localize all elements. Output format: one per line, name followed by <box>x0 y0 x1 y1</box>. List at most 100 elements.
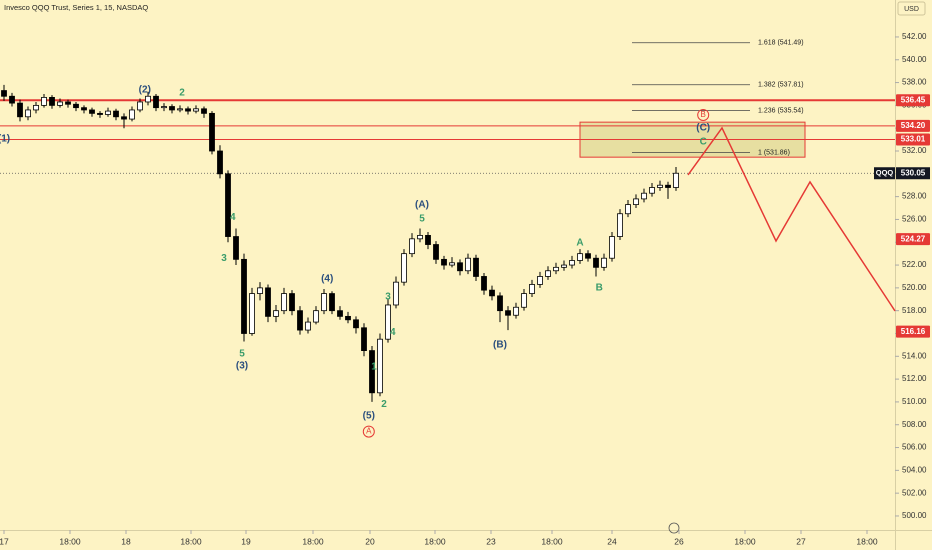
x-tick-label: 17 <box>0 536 9 546</box>
wave-label: 2 <box>179 87 185 98</box>
candle-body <box>369 350 375 394</box>
candle-body <box>425 235 431 245</box>
candle-body <box>649 187 655 194</box>
candle-body <box>505 310 511 316</box>
fib-label: 1 (531.86) <box>758 149 790 156</box>
price-tag-label: 516.16 <box>901 327 926 336</box>
y-tick-label: 526.00 <box>902 215 927 224</box>
candle-body <box>545 270 551 277</box>
candle-body <box>257 287 263 294</box>
price-tag <box>896 233 930 246</box>
currency-box[interactable] <box>897 1 926 16</box>
y-tick-label: 518.00 <box>902 306 927 315</box>
x-tick-label: 18:00 <box>424 536 446 546</box>
candle-body <box>481 276 487 291</box>
y-tick-label: 542.00 <box>902 32 927 41</box>
candle-body <box>233 236 239 260</box>
x-tick-label: 24 <box>607 536 617 546</box>
candle-body <box>225 173 231 237</box>
last-price-tag <box>896 167 930 180</box>
x-tick-label: 26 <box>674 536 684 546</box>
x-tick-label: 18:00 <box>302 536 324 546</box>
price-tag-label: 534.20 <box>901 121 926 130</box>
wave-label: 3 <box>221 253 227 264</box>
candle-body <box>449 262 455 266</box>
candle-body <box>377 338 383 394</box>
candle-body <box>1 90 7 97</box>
candle-body <box>673 172 679 188</box>
wave-label: (5) <box>363 411 375 422</box>
price-tag-label: 524.27 <box>901 234 926 243</box>
candle-body <box>169 106 175 111</box>
chart-title: Invesco QQQ Trust, Series 1, 15, NASDAQ <box>4 3 148 12</box>
candle-body <box>617 213 623 237</box>
wave-label: C <box>700 137 707 148</box>
candle-body <box>89 109 95 114</box>
candle-body <box>385 304 391 340</box>
candle-body <box>329 293 335 312</box>
wave-label: 4 <box>230 212 236 223</box>
y-tick-label: 532.00 <box>902 146 927 155</box>
y-tick-label: 506.00 <box>902 443 927 452</box>
candle-body <box>25 109 31 118</box>
y-tick-label: 538.00 <box>902 78 927 87</box>
wave-label: (2) <box>139 85 151 96</box>
candle-body <box>537 276 543 285</box>
candle-body <box>137 101 143 111</box>
candle-body <box>465 257 471 272</box>
last-price-label: 530.05 <box>901 168 926 177</box>
candle-body <box>65 101 71 105</box>
wave-label: (4) <box>321 273 333 284</box>
candle-body <box>57 101 63 106</box>
projection-path <box>687 126 896 312</box>
candle-body <box>81 107 87 111</box>
currency: USD <box>904 6 919 13</box>
annotation-circle <box>362 425 375 438</box>
candle-body <box>345 315 351 321</box>
x-tick-label: 19 <box>241 536 251 546</box>
event-icon[interactable] <box>668 522 680 534</box>
fib-label: 1.618 (541.49) <box>758 40 804 47</box>
candle-body <box>17 102 23 118</box>
wave-label: A <box>576 238 583 249</box>
candle-body <box>401 253 407 283</box>
candle-body <box>97 112 103 115</box>
annotation-circle <box>697 108 710 121</box>
x-tick-label: 20 <box>365 536 375 546</box>
candle-body <box>193 108 199 112</box>
candle-body <box>313 310 319 323</box>
y-tick-label: 510.00 <box>902 397 927 406</box>
y-tick-label: 514.00 <box>902 351 927 360</box>
wave-label: 2 <box>381 399 387 410</box>
candle-body <box>625 204 631 215</box>
candle-body <box>633 198 639 206</box>
candle-body <box>129 109 135 120</box>
candle-body <box>577 253 583 261</box>
candle-body <box>457 262 463 272</box>
candle-body <box>433 244 439 260</box>
candle-body <box>441 258 447 266</box>
candle-body <box>113 110 119 118</box>
candle-body <box>321 293 327 312</box>
candle-body <box>497 295 503 312</box>
candle-body <box>553 266 559 272</box>
candle-body <box>289 293 295 312</box>
candle-body <box>609 236 615 259</box>
candle-body <box>513 306 519 316</box>
candle-body <box>393 281 399 306</box>
wave-label: 4 <box>390 327 396 338</box>
y-tick-label: 528.00 <box>902 192 927 201</box>
candle-body <box>665 184 671 188</box>
candle-body <box>585 253 591 259</box>
y-tick-label: 500.00 <box>902 511 927 520</box>
y-tick-label: 504.00 <box>902 465 927 474</box>
x-tick-label: 18:00 <box>734 536 756 546</box>
x-tick-label: 23 <box>486 536 496 546</box>
candle-body <box>417 235 423 240</box>
wave-label: B <box>701 110 706 119</box>
candle-body <box>121 116 127 120</box>
x-tick-label: 18 <box>121 536 131 546</box>
candle-body <box>641 192 647 200</box>
y-tick-label: 508.00 <box>902 420 927 429</box>
